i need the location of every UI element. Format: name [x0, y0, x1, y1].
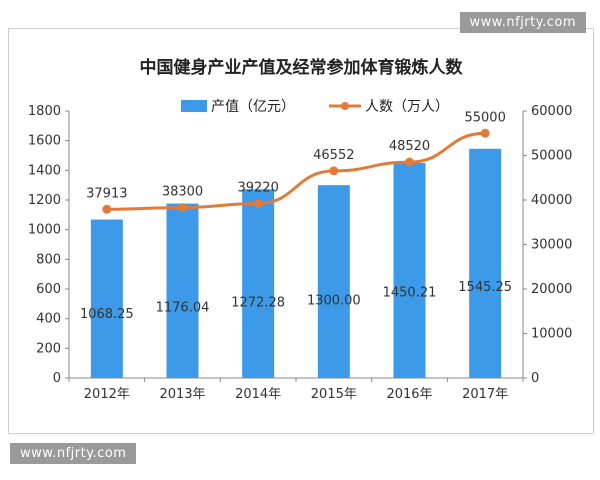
chart-title: 中国健身产业产值及经常参加体育锻炼人数 [140, 57, 464, 78]
y-left-tick-label: 200 [36, 341, 61, 356]
y-right-tick-label: 40000 [531, 193, 572, 208]
bar-value-label: 1545.25 [458, 280, 512, 295]
bar-value-label: 1176.04 [156, 301, 210, 316]
y-left-tick-label: 1600 [28, 134, 61, 149]
line-point [178, 203, 187, 213]
x-tick-label: 2015年 [311, 387, 357, 402]
line-value-label: 38300 [162, 185, 203, 200]
data-labels: 1068.25 1176.04 1272.28 1300.00 1450.21 1545.… [80, 110, 512, 322]
x-tick-label: 2017年 [462, 387, 508, 402]
line-series [102, 128, 490, 214]
y-left-tick-label: 1800 [28, 104, 61, 119]
line-value-label: 55000 [464, 110, 505, 125]
line-value-label: 48520 [389, 139, 430, 154]
bar [469, 148, 502, 378]
x-tick-label: 2016年 [386, 387, 432, 402]
x-tick-label: 2012年 [84, 387, 130, 402]
chart: 中国健身产业产值及经常参加体育锻炼人数 产值（亿元） 人数（万人） 0 200 40… [28, 57, 572, 402]
bar-value-label: 1450.21 [383, 285, 437, 300]
line-point [102, 204, 112, 214]
y-left-tick-label: 1000 [28, 223, 61, 238]
y-left-tick-label: 0 [53, 371, 61, 386]
line-point [253, 198, 263, 208]
legend-line-label: 人数（万人） [365, 99, 449, 115]
y-right-tick-label: 60000 [531, 104, 572, 119]
line-point [329, 166, 339, 176]
y-right-tick-label: 50000 [531, 149, 572, 164]
watermark-top: www.nfjrty.com [459, 12, 586, 33]
x-tick-label: 2013年 [159, 387, 205, 402]
line-value-label: 46552 [313, 148, 354, 163]
bar [242, 189, 275, 378]
bar-value-label: 1272.28 [231, 295, 285, 310]
y-left-tick-label: 800 [36, 252, 61, 267]
y-right-tick-label: 10000 [531, 327, 572, 342]
y-left-tick-label: 1200 [28, 193, 61, 208]
y-left-tick-label: 400 [36, 312, 61, 327]
bar-series [90, 148, 502, 378]
bar [317, 185, 350, 378]
line-value-label: 37913 [86, 186, 127, 201]
y-right-tick-label: 0 [531, 371, 539, 386]
legend-bar-label: 产值（亿元） [211, 99, 295, 115]
bar-value-label: 1068.25 [80, 307, 134, 322]
x-tick-label: 2014年 [235, 387, 281, 402]
line-value-label: 39220 [237, 180, 278, 195]
bar-value-label: 1300.00 [307, 294, 361, 309]
legend-bar-swatch [181, 100, 207, 112]
bar [90, 219, 123, 378]
line-point [405, 157, 414, 167]
legend: 产值（亿元） 人数（万人） [181, 99, 449, 115]
chart-frame: 中国健身产业产值及经常参加体育锻炼人数 产值（亿元） 人数（万人） 0 200 40… [8, 28, 594, 434]
y-right-tick-label: 20000 [531, 282, 572, 297]
y-right-tick-label: 30000 [531, 238, 572, 253]
axes: 0 200 400 600 800 1000 1200 1400 1600 1800 0 10000 2… [28, 104, 572, 402]
bar [393, 162, 426, 378]
y-left-tick-label: 600 [36, 282, 61, 297]
watermark-bottom: www.nfjrty.com [10, 443, 137, 464]
legend-line-marker [341, 102, 349, 110]
y-left-tick-label: 1400 [28, 163, 61, 178]
line-point [480, 128, 490, 138]
bar [166, 203, 199, 378]
